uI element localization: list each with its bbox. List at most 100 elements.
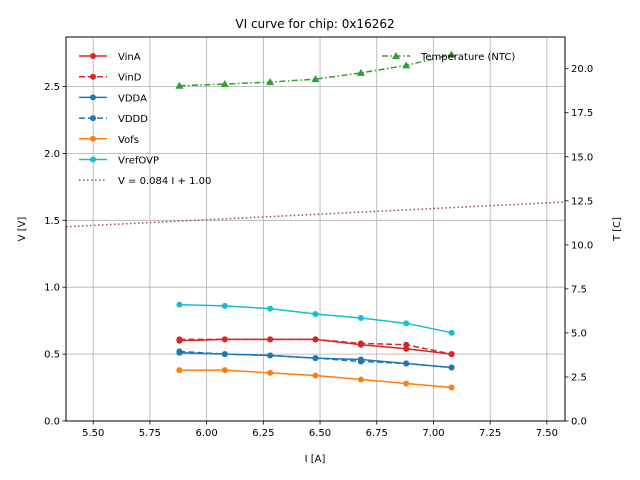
data-point-temperature-ntc [266, 78, 275, 86]
legend-left: VinA VinD VDDA VDDD Vofs VrefOVP V = 0.084 I +… [79, 52, 211, 187]
y2-tick-label: 5.0 [571, 328, 587, 339]
y2-tick-label: 15.0 [571, 152, 593, 163]
legend-item: VrefOVP [79, 156, 159, 167]
legend-label: Vofs [118, 135, 139, 146]
y-tick-label: 2.0 [44, 149, 60, 160]
data-point-vofs [403, 380, 410, 387]
legend-marker [90, 94, 96, 101]
y-axis-left: 0.0 0.5 1.0 1.5 2.0 2.5 [44, 82, 66, 428]
x-tick-label: 6.75 [366, 428, 388, 439]
x-axis-label: I [A] [305, 454, 326, 465]
x-tick-label: 7.25 [479, 428, 501, 439]
legend-marker [90, 156, 96, 163]
data-point-vrefovp [357, 314, 364, 321]
data-point-temperature-ntc [175, 81, 184, 89]
y2-tick-label: 10.0 [571, 240, 593, 251]
data-point-vofs [267, 369, 274, 376]
data-point-vind [403, 341, 410, 348]
data-point-vddd [176, 348, 183, 355]
legend-marker [90, 135, 96, 142]
data-point-vofs [357, 376, 364, 383]
y2-tick-label: 2.5 [571, 372, 587, 383]
data-point-vrefovp [267, 305, 274, 312]
data-point-temperature-ntc [356, 68, 365, 76]
x-tick-label: 6.50 [309, 428, 331, 439]
x-tick-label: 5.50 [82, 428, 104, 439]
data-point-vddd [403, 360, 410, 367]
y2-axis-label: T [C] [612, 217, 623, 242]
data-point-temperature-ntc [311, 75, 320, 83]
data-point-vofs [221, 367, 228, 374]
data-point-temperature-ntc [402, 61, 411, 69]
x-tick-label: 6.25 [252, 428, 274, 439]
plot-lines [65, 50, 566, 391]
y2-tick-label: 20.0 [571, 64, 593, 75]
series-vddd [176, 348, 455, 371]
legend-item: Vofs [79, 135, 139, 146]
data-point-vind [448, 351, 455, 358]
x-tick-label: 6.00 [195, 428, 217, 439]
plot-frame [65, 36, 566, 422]
x-axis: 5.50 5.75 6.00 6.25 6.50 6.75 7.00 7.25 7.50 [82, 421, 558, 439]
series-vrefovp [176, 301, 455, 336]
data-point-temperature-ntc [220, 80, 229, 88]
legend-label: VinA [118, 52, 141, 63]
legend-label: VinD [118, 73, 142, 84]
data-point-vrefovp [176, 301, 183, 308]
legend-marker [90, 115, 96, 122]
y-axis-right: 0.0 2.5 5.0 7.5 10.0 12.5 15.0 17.5 20.0 [565, 64, 593, 428]
x-tick-label: 7.50 [536, 428, 558, 439]
data-point-vofs [448, 384, 455, 391]
y2-tick-label: 7.5 [571, 284, 587, 295]
y2-tick-label: 12.5 [571, 196, 593, 207]
y-tick-label: 2.5 [44, 82, 60, 93]
legend-marker [392, 52, 400, 59]
y-tick-label: 1.0 [44, 283, 60, 294]
data-point-vofs [176, 367, 183, 374]
legend-marker [90, 73, 96, 80]
data-point-vofs [312, 372, 319, 379]
y2-tick-label: 0.0 [571, 417, 587, 428]
legend-label: VDDD [118, 114, 148, 125]
data-point-vddd [448, 364, 455, 371]
data-point-vddd [312, 355, 319, 362]
legend-item: V = 0.084 I + 1.00 [79, 176, 211, 187]
data-point-vind [267, 336, 274, 343]
y-tick-label: 0.5 [44, 350, 60, 361]
legend-item: VDDA [79, 93, 147, 104]
legend-marker [90, 53, 96, 59]
legend-right: Temperature (NTC) [382, 52, 515, 63]
y-tick-label: 1.5 [44, 216, 60, 227]
chart-title: VI curve for chip: 0x16262 [235, 17, 394, 31]
data-point-vind [176, 336, 183, 343]
series-vofs [176, 367, 455, 391]
data-point-vrefovp [403, 320, 410, 327]
x-tick-label: 5.75 [139, 428, 161, 439]
y-tick-label: 0.0 [44, 417, 60, 428]
data-point-vddd [357, 358, 364, 365]
series-vind [176, 336, 455, 358]
data-point-vrefovp [448, 329, 455, 336]
legend-item: VinA [79, 52, 141, 63]
legend-item: VDDD [79, 114, 148, 125]
legend-item: VinD [79, 73, 142, 84]
legend-label: VDDA [118, 93, 147, 104]
x-tick-label: 7.00 [422, 428, 444, 439]
legend-label: Temperature (NTC) [420, 52, 515, 63]
y2-tick-label: 17.5 [571, 108, 593, 119]
legend-label: V = 0.084 I + 1.00 [118, 176, 211, 187]
data-point-vddd [221, 351, 228, 358]
y-axis-label: V [V] [17, 217, 28, 242]
series-temperature-ntc [175, 50, 456, 89]
fit-line [65, 201, 566, 228]
data-point-vrefovp [312, 310, 319, 317]
legend-label: VrefOVP [118, 156, 159, 167]
data-point-vrefovp [221, 302, 228, 309]
data-point-vind [312, 336, 319, 343]
data-point-temperature-ntc [447, 50, 456, 58]
data-point-vind [221, 336, 228, 343]
legend-item: Temperature (NTC) [382, 52, 515, 63]
data-point-vddd [267, 352, 274, 359]
data-point-vind [357, 340, 364, 347]
